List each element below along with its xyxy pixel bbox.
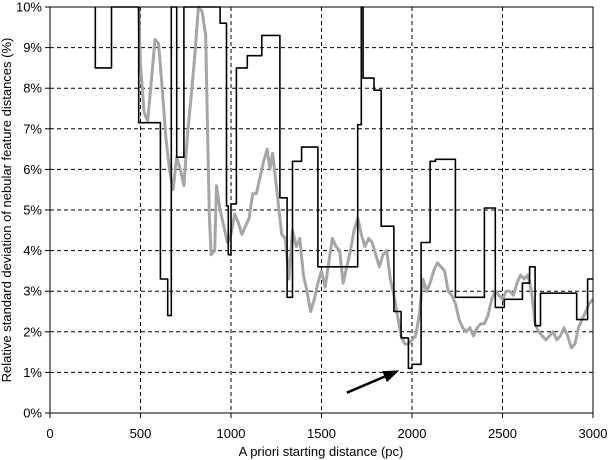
annotation-layer [346,370,400,394]
y-tick-label: 0% [23,406,42,421]
arrow-head [382,370,400,383]
y-tick-label: 8% [23,81,42,96]
series-layer [94,5,595,370]
series-line-2 [137,5,595,350]
y-tick-label: 1% [23,365,42,380]
x-tick-label: 1500 [307,426,336,441]
x-axis-title: A priori starting distance (pc) [239,444,404,459]
y-tick-label: 3% [23,284,42,299]
plot-area [49,5,595,414]
x-tick-label: 3000 [579,426,608,441]
x-tick-label: 2000 [398,426,427,441]
y-tick-label: 4% [23,243,42,258]
y-tick-label: 2% [23,324,42,339]
x-tick-label: 0 [46,426,53,441]
x-axis: 0 500 1000 1500 2000 2500 3000 [46,413,607,441]
y-axis-title: Relative standard deviation of nebular f… [0,38,14,383]
x-tick-label: 500 [130,426,152,441]
arrow-shaft [346,375,386,394]
y-tick-label: 10% [16,0,42,15]
y-tick-label: 7% [23,121,42,136]
x-tick-label: 2500 [488,426,517,441]
y-axis: 0% 1% 2% 3% 4% 5% 6% 7% 8% 9% 10% [16,0,50,421]
y-tick-label: 5% [23,203,42,218]
y-tick-label: 9% [23,40,42,55]
y-tick-label: 6% [23,162,42,177]
series-line-1 [94,6,593,370]
x-tick-label: 1000 [217,426,246,441]
